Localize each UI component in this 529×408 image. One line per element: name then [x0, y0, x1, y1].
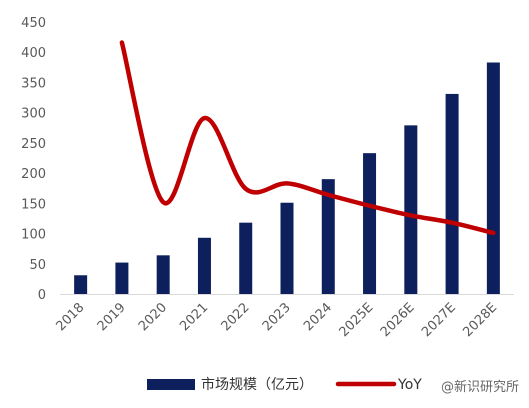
- y-tick-label: 250: [21, 137, 46, 152]
- y-tick-label: 350: [21, 76, 46, 91]
- bar: [156, 255, 170, 294]
- bar: [197, 237, 211, 294]
- x-axis: 2018 2019 2020 2021 2022 2023 2024 2025E 2026E 20…: [53, 294, 514, 340]
- y-tick-label: 0: [38, 288, 46, 303]
- legend-bar-swatch: [147, 379, 195, 390]
- x-tick-label: 2028E: [460, 300, 500, 340]
- legend: 市场规模（亿元） YoY: [147, 376, 422, 393]
- x-tick-label: 2020: [136, 300, 170, 334]
- x-tick-label: 2024: [301, 300, 335, 334]
- x-tick-label: 2022: [219, 300, 253, 334]
- x-tick-label: 2027E: [419, 300, 459, 340]
- y-tick-label: 400: [21, 46, 46, 61]
- x-tick-label: 2026E: [378, 300, 418, 340]
- x-tick-label: 2025E: [337, 300, 377, 340]
- bar: [74, 275, 88, 294]
- bar: [445, 93, 459, 294]
- y-tick-label: 50: [29, 258, 46, 273]
- line-series: [119, 40, 496, 236]
- y-axis: 0 50 100 150 200 250 300 350 400 450: [21, 16, 46, 303]
- yoy-line: [119, 40, 496, 236]
- y-tick-label: 450: [21, 16, 46, 31]
- legend-line-label: YoY: [397, 377, 422, 393]
- bar: [115, 262, 129, 294]
- bar: [280, 202, 294, 294]
- y-tick-label: 100: [21, 228, 46, 243]
- bar: [486, 62, 500, 295]
- bar: [321, 179, 335, 294]
- x-tick-label: 2018: [53, 300, 87, 334]
- y-tick-label: 150: [21, 197, 46, 212]
- legend-bar-label: 市场规模（亿元）: [201, 376, 313, 393]
- y-tick-label: 300: [21, 107, 46, 122]
- x-tick-label: 2019: [95, 300, 129, 334]
- x-tick-label: 2021: [177, 300, 211, 334]
- x-tick-label: 2023: [260, 300, 294, 334]
- bars: [74, 62, 500, 295]
- bar: [404, 125, 418, 294]
- bar: [239, 222, 253, 294]
- y-tick-label: 200: [21, 167, 46, 182]
- watermark: @新识研究所: [441, 379, 519, 395]
- bar: [363, 153, 377, 294]
